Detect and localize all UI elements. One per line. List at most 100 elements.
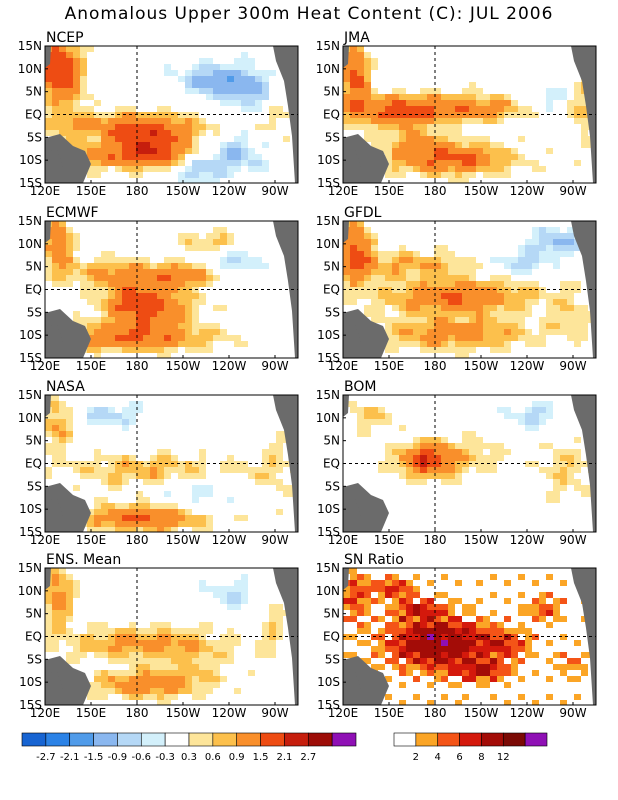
field-cell bbox=[45, 628, 52, 634]
field-cell bbox=[143, 509, 150, 515]
field-cell bbox=[136, 347, 143, 353]
field-cell bbox=[157, 449, 164, 455]
field-cell bbox=[560, 652, 567, 658]
y-tick-label: 10N bbox=[18, 237, 42, 251]
field-cell bbox=[227, 88, 234, 94]
field-cell bbox=[164, 670, 171, 676]
colorbar-swatch bbox=[188, 732, 214, 747]
colorbar-swatch bbox=[260, 732, 285, 747]
field-cell bbox=[420, 479, 427, 485]
field-cell bbox=[52, 52, 59, 58]
field-cell bbox=[87, 688, 94, 694]
field-cell bbox=[164, 640, 171, 646]
field-cell bbox=[539, 604, 546, 610]
field-cell bbox=[574, 485, 581, 491]
field-cell bbox=[157, 664, 164, 670]
field-cell bbox=[59, 251, 66, 257]
field-cell bbox=[262, 160, 269, 166]
field-cell bbox=[441, 443, 448, 449]
field-cell bbox=[427, 124, 434, 130]
field-cell bbox=[448, 118, 455, 124]
field-cell bbox=[220, 467, 227, 473]
field-cell bbox=[192, 281, 199, 287]
field-cell bbox=[59, 425, 66, 431]
field-cell bbox=[80, 88, 87, 94]
land-philippines bbox=[45, 221, 51, 243]
field-cell bbox=[122, 658, 129, 664]
field-cell bbox=[357, 118, 364, 124]
field-cell bbox=[122, 293, 129, 299]
field-cell bbox=[441, 646, 448, 652]
field-cell bbox=[553, 311, 560, 317]
y-tick-label: 15N bbox=[316, 214, 340, 228]
field-cell bbox=[206, 628, 213, 634]
field-cell bbox=[469, 275, 476, 281]
field-cell bbox=[392, 100, 399, 106]
field-cell bbox=[94, 335, 101, 341]
field-cell bbox=[546, 622, 553, 628]
field-cell bbox=[185, 521, 192, 527]
field-cell bbox=[206, 646, 213, 652]
field-cell bbox=[441, 323, 448, 329]
field-cell bbox=[420, 94, 427, 100]
field-cell bbox=[101, 124, 108, 130]
field-cell bbox=[560, 616, 567, 622]
field-cell bbox=[185, 275, 192, 281]
x-tick-label: 120W bbox=[510, 184, 545, 198]
field-cell bbox=[455, 269, 462, 275]
field-cell bbox=[357, 76, 364, 82]
field-cell bbox=[143, 503, 150, 509]
field-cell bbox=[255, 473, 262, 479]
field-cell bbox=[420, 455, 427, 461]
field-cell bbox=[441, 287, 448, 293]
field-cell bbox=[122, 329, 129, 335]
field-cell bbox=[462, 443, 469, 449]
field-cell bbox=[574, 664, 581, 670]
field-cell bbox=[434, 610, 441, 616]
y-tick-label: 10N bbox=[18, 62, 42, 76]
field-cell bbox=[371, 233, 378, 239]
field-cell bbox=[227, 148, 234, 154]
field-cell bbox=[122, 160, 129, 166]
field-cell bbox=[469, 88, 476, 94]
field-cell bbox=[101, 341, 108, 347]
field-cell bbox=[241, 154, 248, 160]
field-cell bbox=[434, 329, 441, 335]
field-cell bbox=[94, 317, 101, 323]
field-cell bbox=[171, 664, 178, 670]
field-cell bbox=[94, 299, 101, 305]
field-cell bbox=[241, 130, 248, 136]
field-cell bbox=[73, 76, 80, 82]
y-tick-label: 15S bbox=[317, 525, 340, 539]
field-cell bbox=[448, 293, 455, 299]
field-cell bbox=[357, 82, 364, 88]
field-cell bbox=[143, 670, 150, 676]
field-cell bbox=[357, 407, 364, 413]
field-cell bbox=[52, 118, 59, 124]
field-cell bbox=[157, 527, 164, 532]
field-cell bbox=[129, 628, 136, 634]
field-cell bbox=[504, 407, 511, 413]
field-cell bbox=[378, 419, 385, 425]
field-cell bbox=[220, 640, 227, 646]
x-tick-label: 150E bbox=[374, 533, 405, 547]
field-cell bbox=[560, 455, 567, 461]
field-cell bbox=[574, 311, 581, 317]
field-cell bbox=[364, 628, 371, 634]
field-cell bbox=[504, 100, 511, 106]
field-cell bbox=[87, 263, 94, 269]
field-cell bbox=[248, 257, 255, 263]
field-cell bbox=[269, 473, 276, 479]
field-cell bbox=[157, 688, 164, 694]
colorbar-swatch bbox=[45, 732, 71, 747]
field-cell bbox=[476, 634, 483, 640]
field-cell bbox=[469, 311, 476, 317]
field-cell bbox=[241, 580, 248, 586]
field-cell bbox=[213, 227, 220, 233]
field-cell bbox=[455, 598, 462, 604]
field-cell bbox=[164, 353, 171, 358]
field-cell bbox=[406, 670, 413, 676]
field-cell bbox=[185, 329, 192, 335]
field-cell bbox=[213, 676, 220, 682]
field-cell bbox=[150, 676, 157, 682]
